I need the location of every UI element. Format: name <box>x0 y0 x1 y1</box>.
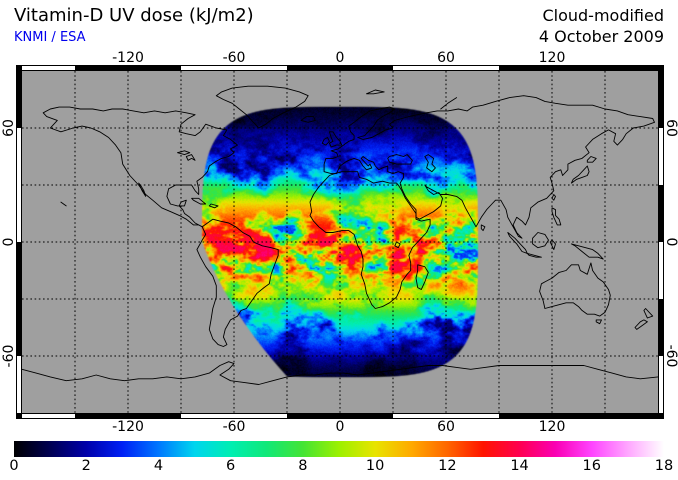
colorbar-tick-label: 18 <box>654 458 674 474</box>
lat-tick-label-left: -60 <box>1 345 17 368</box>
frame-band-bottom <box>181 413 287 418</box>
colorbar-tick-label: 8 <box>298 458 308 474</box>
header-left: Vitamin-D UV dose (kJ/m2) KNMI / ESA <box>14 5 254 45</box>
colorbar-tick-label: 16 <box>582 458 601 474</box>
colorbar-tick-label: 0 <box>9 458 19 474</box>
lon-tick-label-top: -60 <box>223 50 246 66</box>
colorbar-tick-label: 2 <box>81 458 91 474</box>
product-date: 4 October 2009 <box>538 27 664 46</box>
frame-band-right <box>658 128 663 185</box>
frame-corner <box>17 413 22 418</box>
lon-tick-label-top: -120 <box>112 50 144 66</box>
lon-tick-label-top: 0 <box>336 50 345 66</box>
product-mode: Cloud-modified <box>542 6 664 25</box>
page-title: Vitamin-D UV dose (kJ/m2) <box>14 5 254 26</box>
frame-corner <box>658 66 663 71</box>
frame-corner <box>658 413 663 418</box>
colorbar-gradient <box>14 441 664 457</box>
lon-tick-label-top: 120 <box>539 50 566 66</box>
colorbar-tick-label: 12 <box>438 458 457 474</box>
lat-tick-label-right: 60 <box>663 119 678 137</box>
lat-tick-label-left: 0 <box>1 238 17 247</box>
frame-band-bottom <box>75 413 181 418</box>
frame-band-bottom <box>22 413 75 418</box>
frame-band-right <box>658 242 663 299</box>
frame-band-right <box>658 299 663 356</box>
colorbar-tick-label: 10 <box>365 458 385 474</box>
lon-tick-label-bottom: 120 <box>539 419 566 435</box>
uv-dose-data-layer <box>22 71 658 413</box>
header-right: Cloud-modified 4 October 2009 <box>539 5 664 47</box>
lon-tick-label-top: 60 <box>437 50 455 66</box>
frame-band-right <box>658 356 663 413</box>
lon-tick-label-bottom: -60 <box>223 419 246 435</box>
colorbar-tick-label: 6 <box>226 458 236 474</box>
lat-tick-label-left: 60 <box>1 119 17 137</box>
frame-band-right <box>658 185 663 242</box>
lon-tick-label-bottom: 0 <box>336 419 345 435</box>
colorbar-tick-label: 14 <box>510 458 529 474</box>
colorbar-tick-label: 4 <box>153 458 164 474</box>
lat-tick-label-right: 0 <box>663 238 678 247</box>
colorbar-labels: 0 2 4 6 8 10 12 14 16 18 <box>0 458 678 478</box>
lon-tick-label-bottom: -120 <box>112 419 144 435</box>
data-provider: KNMI / ESA <box>14 30 86 45</box>
frame-band-bottom <box>393 413 499 418</box>
frame-band-right <box>658 71 663 128</box>
frame-band-bottom <box>499 413 658 418</box>
lon-tick-label-bottom: 60 <box>437 419 455 435</box>
lat-tick-label-right: -60 <box>663 345 678 368</box>
frame-band-bottom <box>287 413 393 418</box>
